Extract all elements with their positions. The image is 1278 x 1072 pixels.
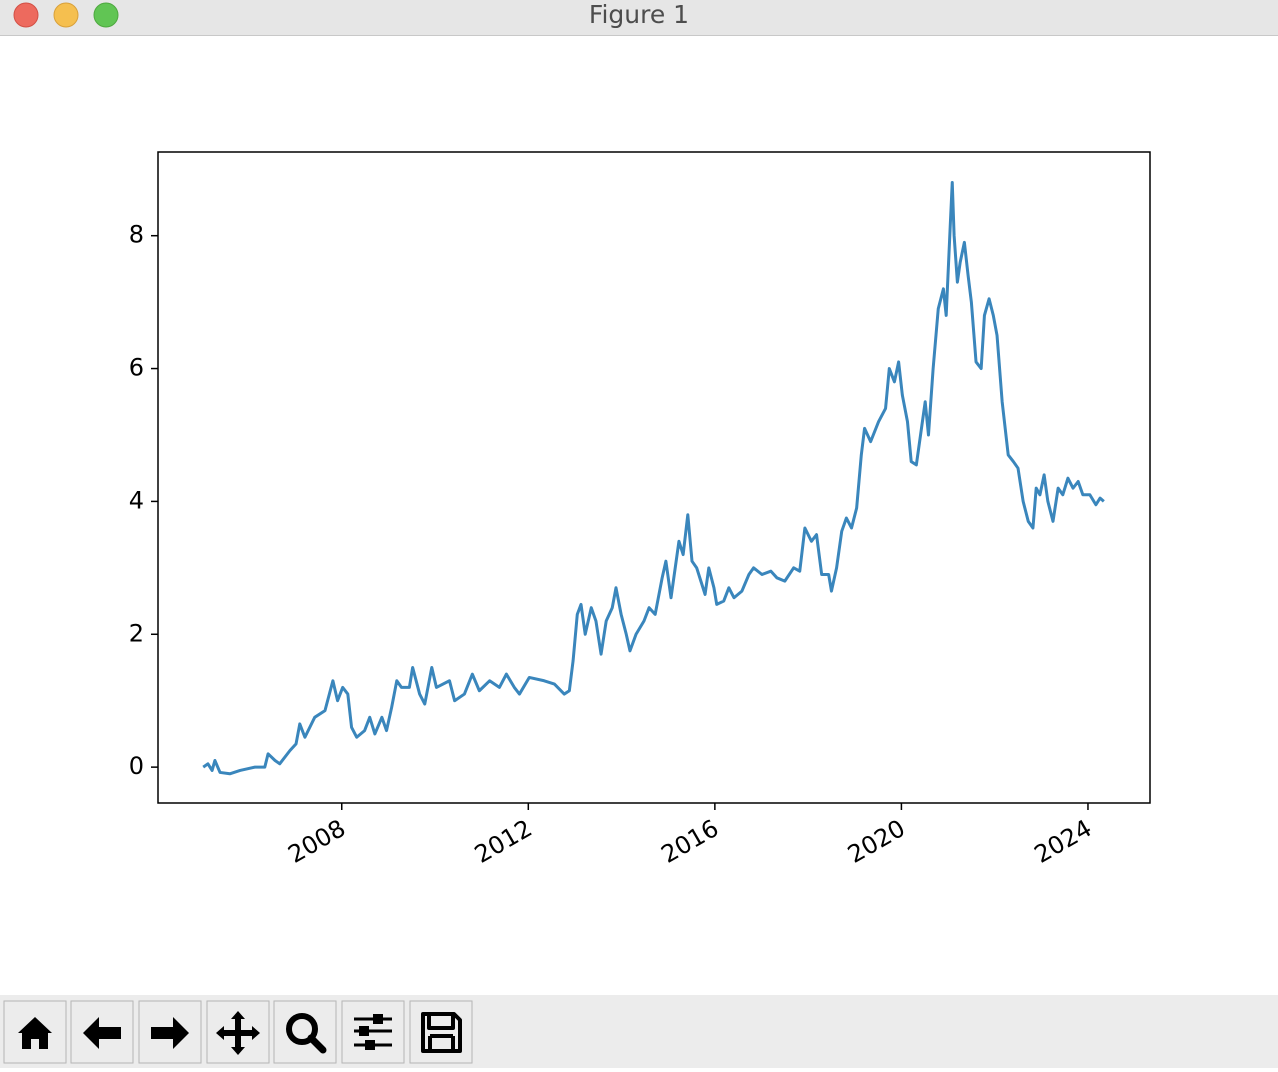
y-tick-label: 2 (129, 619, 144, 647)
button-icon (307, 1034, 327, 1054)
button-icon (216, 1011, 260, 1055)
button-icon (421, 1012, 462, 1053)
button-icon (18, 1017, 52, 1049)
forward-button[interactable] (138, 1000, 202, 1064)
button-icon (286, 1013, 318, 1045)
close-button[interactable] (13, 2, 39, 28)
x-tick-label: 2012 (470, 814, 537, 869)
back-button[interactable] (70, 1000, 134, 1064)
plot-area: 0 2 4 6 8 2008 2012 2016 2020 2024 (129, 151, 1151, 869)
x-tick-label: 2008 (283, 814, 350, 869)
configure-button[interactable] (341, 1000, 405, 1064)
y-tick-label: 8 (129, 221, 144, 249)
button-icon (151, 1017, 189, 1049)
data-line (202, 181, 1105, 776)
button-icon (373, 1014, 383, 1024)
y-tick-label: 4 (129, 486, 144, 514)
title-bar (0, 0, 1278, 35)
home-button[interactable] (3, 1000, 67, 1064)
axes-frame (157, 151, 1151, 804)
button-frame (409, 1000, 473, 1064)
zoom-tool-button[interactable] (273, 1000, 337, 1064)
x-tick-label: 2024 (1030, 814, 1097, 869)
x-tick-label: 2020 (843, 814, 910, 869)
button-icon (359, 1026, 369, 1036)
y-tick-label: 6 (129, 354, 144, 382)
pan-button[interactable] (206, 1000, 270, 1064)
save-button[interactable] (409, 1000, 473, 1064)
window-title: Figure 1 (589, 0, 689, 29)
minimize-button[interactable] (53, 2, 79, 28)
zoom-button[interactable] (93, 2, 119, 28)
toolbar-buttons (3, 1000, 473, 1064)
x-tick-label: 2016 (656, 814, 723, 869)
button-frame (273, 1000, 337, 1064)
button-icon (365, 1040, 375, 1050)
button-icon (83, 1017, 121, 1049)
y-tick-label: 0 (129, 752, 144, 780)
